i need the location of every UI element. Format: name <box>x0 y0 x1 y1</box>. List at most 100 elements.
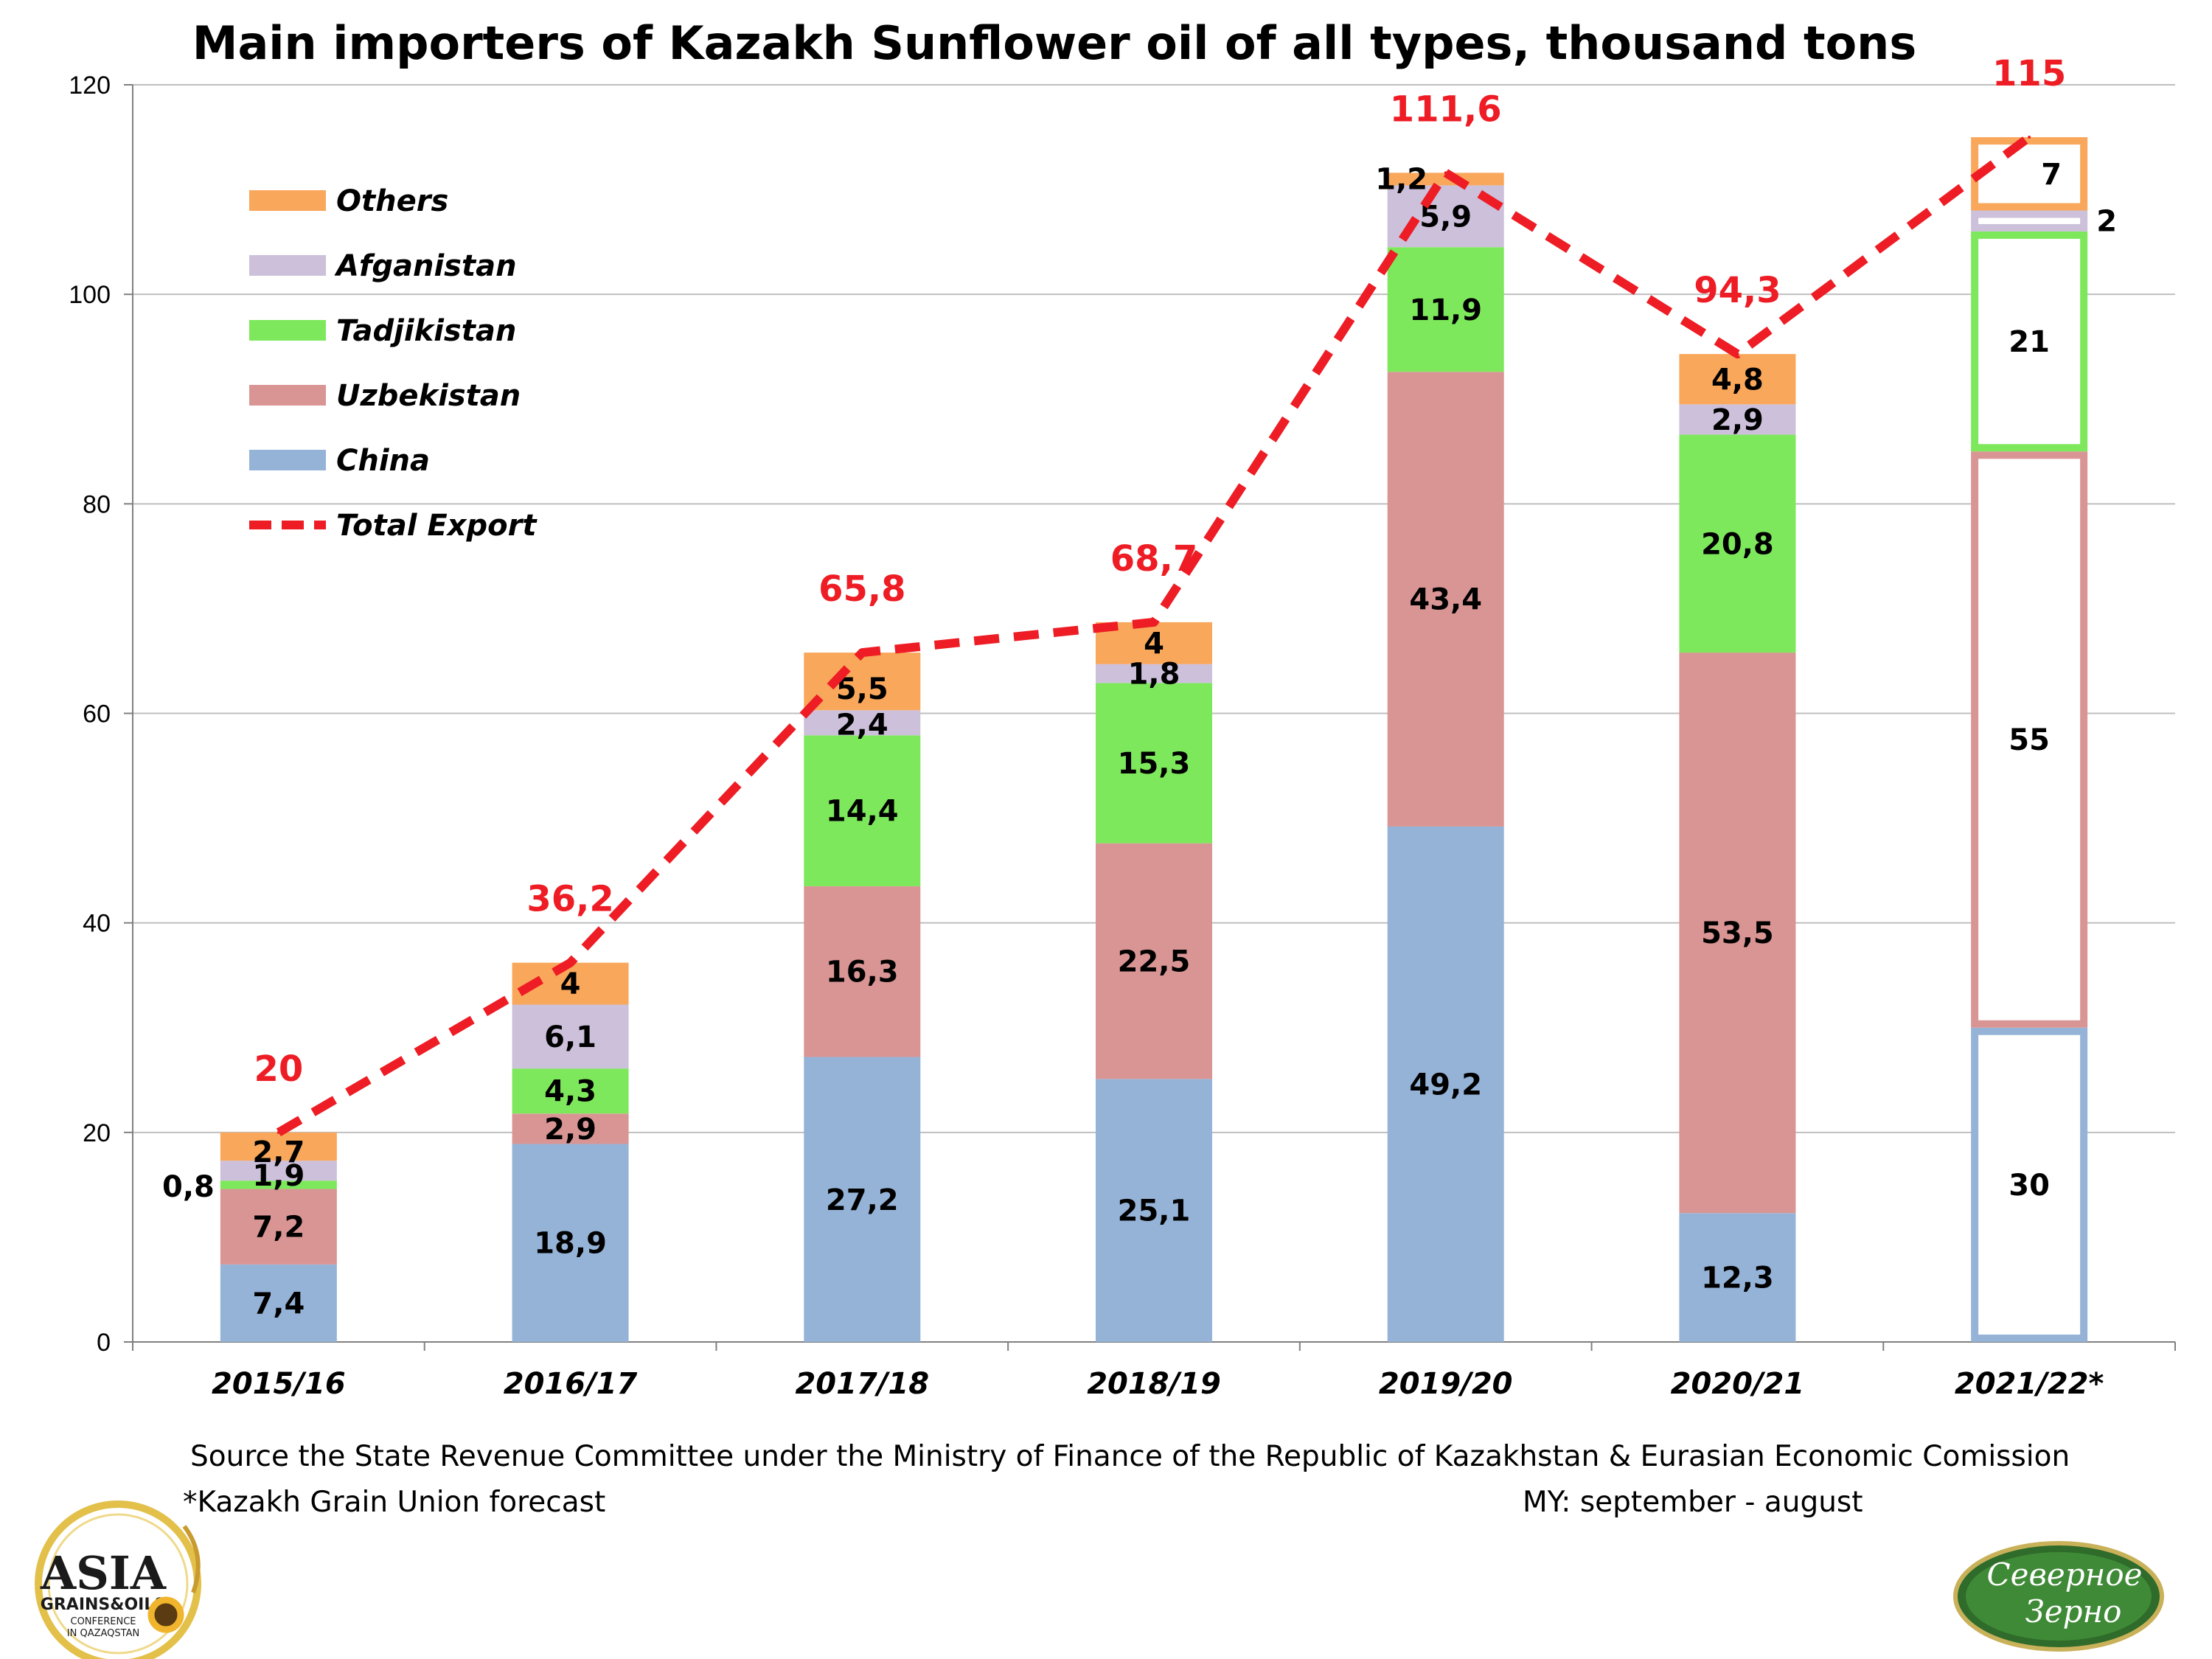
total-point-4 <box>1152 620 1155 624</box>
bar-china-5 <box>1387 826 1504 1342</box>
sunflower-icon <box>147 1596 184 1633</box>
bar-others-5 <box>1387 173 1504 186</box>
total-point-5 <box>1444 171 1447 175</box>
legend-label-tadjikistan: Tadjikistan <box>336 314 516 348</box>
label-others-6: 4,8 <box>1711 363 1764 397</box>
xtick-label-6: 2020/21 <box>1671 1367 1805 1401</box>
total-label-6: 94,3 <box>1694 270 1781 311</box>
bar-tadjikistan-6 <box>1679 434 1796 653</box>
forecast-note: *Kazakh Grain Union forecast <box>183 1486 605 1519</box>
label-afganistan-1: 1,9 <box>252 1159 305 1193</box>
total-label-5: 111,6 <box>1390 88 1502 130</box>
label-afganistan-4: 1,8 <box>1128 658 1180 692</box>
bar-uzbekistan-4 <box>1096 843 1212 1079</box>
bar-uzbekistan-3 <box>804 886 921 1057</box>
total-label-4: 68,7 <box>1110 538 1197 580</box>
bar-uzbekistan-2 <box>512 1113 629 1144</box>
bar-afganistan-7 <box>1971 210 2088 232</box>
label-china-6: 12,3 <box>1701 1262 1774 1295</box>
total-point-3 <box>860 651 864 655</box>
label-afganistan-3: 2,4 <box>836 708 888 742</box>
bar-others-1 <box>220 1132 337 1161</box>
logo-text-zerno: Зерно <box>2025 1593 2122 1630</box>
bar-china-4 <box>1096 1079 1212 1342</box>
label-china-1: 7,4 <box>252 1287 305 1321</box>
label-tadjikistan-6: 20,8 <box>1701 527 1774 561</box>
severnoe-zerno-logo: Северное Зерно <box>1953 1541 2164 1652</box>
wheat-icon <box>182 1525 201 1594</box>
label-tadjikistan-4: 15,3 <box>1118 747 1191 781</box>
bar-afganistan-3 <box>804 710 921 736</box>
label-china-5: 49,2 <box>1409 1068 1482 1102</box>
bar-afganistan-2 <box>512 1004 629 1069</box>
bar-uzbekistan-5 <box>1387 372 1504 827</box>
bar-china-1 <box>220 1264 337 1342</box>
logo-text-qazaqstan: IN QAZAQSTAN <box>67 1628 139 1639</box>
bar-tadjikistan-1 <box>220 1180 337 1189</box>
bar-others-7 <box>1971 137 2088 211</box>
logo-text-conference: CONFERENCE <box>71 1616 136 1627</box>
legend-label-china: China <box>336 444 430 478</box>
label-uzbekistan-1: 7,2 <box>252 1211 305 1245</box>
marketing-year-note: MY: september - august <box>1523 1486 1863 1519</box>
legend-swatch-afganistan <box>249 255 326 276</box>
legend-label-afganistan: Afganistan <box>334 249 517 283</box>
bar-uzbekistan-1 <box>220 1189 337 1265</box>
ytick-label-20: 20 <box>83 1119 111 1147</box>
ytick-label-60: 60 <box>83 700 111 728</box>
bar-china-3 <box>804 1057 921 1342</box>
bar-others-3 <box>804 653 921 711</box>
total-point-6 <box>1736 352 1739 356</box>
xtick-label-4: 2018/19 <box>1087 1367 1221 1401</box>
bar-afganistan-4 <box>1096 664 1212 684</box>
legend-swatch-tadjikistan <box>249 320 326 341</box>
label-uzbekistan-5: 43,4 <box>1409 583 1482 617</box>
legend-label-total: Total Export <box>336 509 538 543</box>
bar-china-6 <box>1679 1213 1796 1342</box>
label-tadjikistan-5: 11,9 <box>1409 293 1482 327</box>
label-china-2: 18,9 <box>534 1227 607 1261</box>
label-tadjikistan-3: 14,4 <box>826 795 899 829</box>
xtick-label-7: 2021/22* <box>1955 1367 2104 1401</box>
chart-title: Main importers of Kazakh Sunflower oil o… <box>192 16 1916 70</box>
logo-text-severnoe: Северное <box>1987 1557 2143 1593</box>
label-afganistan-7: 2 <box>2096 205 2117 239</box>
legend-swatch-uzbekistan <box>249 385 326 406</box>
label-others-7: 7 <box>2041 158 2062 192</box>
label-tadjikistan-2: 4,3 <box>544 1075 597 1109</box>
bar-uzbekistan-6 <box>1679 653 1796 1214</box>
ytick-label-120: 120 <box>69 72 111 100</box>
bar-tadjikistan-7 <box>1971 231 2088 452</box>
label-china-4: 25,1 <box>1118 1194 1191 1228</box>
xtick-label-5: 2019/20 <box>1379 1367 1513 1401</box>
bar-uzbekistan-7 <box>1971 451 2088 1028</box>
label-uzbekistan-7: 55 <box>2008 723 2050 757</box>
label-tadjikistan-7: 21 <box>2008 325 2050 359</box>
legend-label-uzbekistan: Uzbekistan <box>336 379 521 413</box>
xtick-label-2: 2016/17 <box>504 1367 638 1401</box>
label-others-5: 1,2 <box>1375 162 1427 196</box>
label-china-3: 27,2 <box>826 1183 899 1217</box>
segment-labels: 7,4 7,2 0,8 1,92,7 18,9 2,9 4,3 6,1 4 27,2 16,3 14,… <box>162 158 2117 1321</box>
bar-china-2 <box>512 1144 629 1342</box>
bar-china-7 <box>1971 1027 2088 1342</box>
legend-swatch-china <box>249 450 326 470</box>
label-china-7: 30 <box>2008 1169 2050 1203</box>
xtick-label-1: 2015/16 <box>212 1367 346 1401</box>
label-others-3: 5,5 <box>836 672 888 706</box>
legend: Others Afganistan Tadjikistan Uzbekistan Chi… <box>249 184 538 543</box>
ytick-label-0: 0 <box>97 1329 111 1357</box>
bar-tadjikistan-4 <box>1096 683 1212 844</box>
ytick-label-40: 40 <box>83 910 111 938</box>
total-point-7 <box>2028 136 2031 139</box>
label-uzbekistan-6: 53,5 <box>1701 917 1774 950</box>
bar-others-6 <box>1679 354 1796 405</box>
ytick-label-80: 80 <box>83 490 111 518</box>
total-export-line: 20 36,2 65,8 68,7 111,6 94,3 115 <box>254 53 2066 1137</box>
logo-text-asia: ASIA <box>40 1546 167 1600</box>
label-others-1: 2,7 <box>252 1135 305 1169</box>
label-afganistan-6: 2,9 <box>1711 403 1764 437</box>
bars <box>220 137 2088 1342</box>
